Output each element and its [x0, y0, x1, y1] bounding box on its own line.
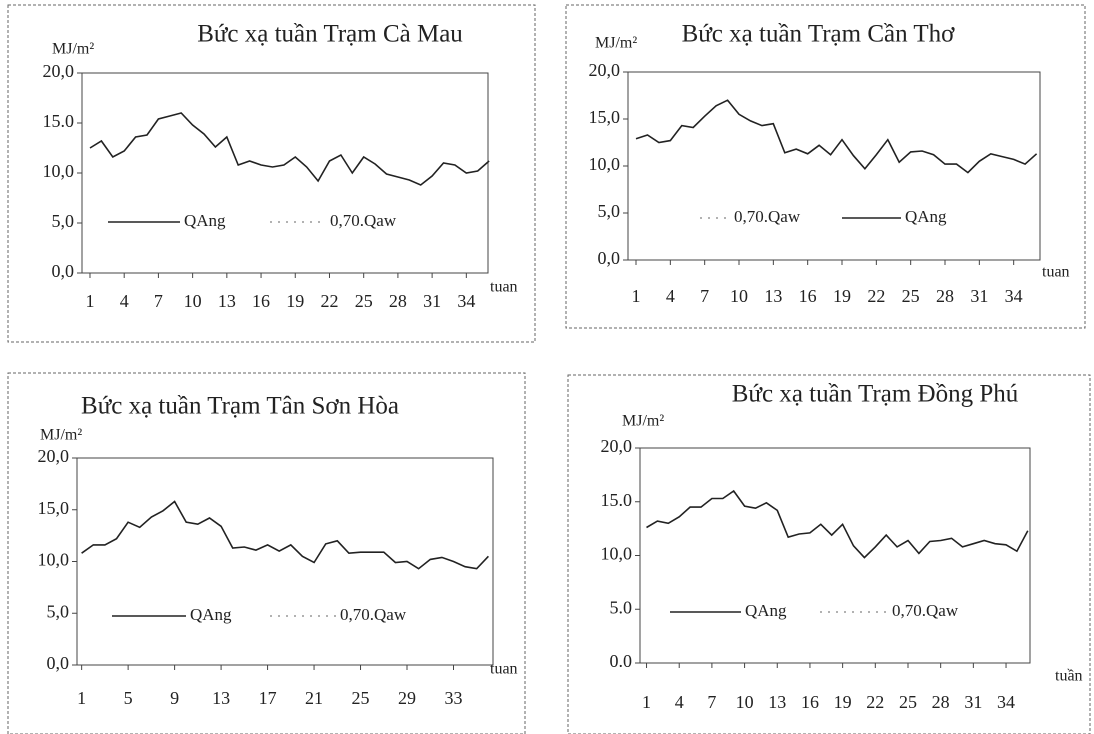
x-tick-label: 7 — [700, 286, 709, 306]
legend-label: QAng — [905, 207, 947, 226]
legend-label: QAng — [190, 605, 232, 624]
panel-frame — [7, 4, 536, 343]
x-axis-label: tuan — [1042, 264, 1070, 281]
x-tick-label: 4 — [120, 291, 129, 311]
x-tick-label: 28 — [936, 286, 954, 306]
x-tick-label: 34 — [997, 692, 1015, 712]
series-line — [81, 500, 489, 570]
y-tick-label: 5,0 — [598, 201, 621, 221]
legend-label: 0,70.Qaw — [330, 211, 397, 230]
y-tick-label: 5.0 — [610, 597, 633, 617]
x-tick-label: 34 — [1005, 286, 1023, 306]
x-tick-label: 5 — [124, 688, 133, 708]
series-line — [635, 99, 1038, 174]
y-tick-label: 5,0 — [47, 601, 70, 621]
y-tick-label: 0,0 — [52, 261, 75, 281]
x-axis-label: tuần — [1055, 668, 1083, 685]
y-tick-label: 20,0 — [601, 436, 633, 456]
x-tick-label: 13 — [768, 692, 786, 712]
panel-frame — [7, 372, 526, 734]
x-tick-label: 22 — [320, 291, 338, 311]
panel-frame — [567, 374, 1091, 734]
x-tick-label: 16 — [801, 692, 819, 712]
legend-label: QAng — [184, 211, 226, 230]
x-tick-label: 31 — [964, 692, 982, 712]
plot-frame — [81, 72, 489, 274]
x-tick-label: 1 — [632, 286, 641, 306]
x-tick-label: 4 — [675, 692, 684, 712]
series-line — [646, 489, 1029, 559]
x-tick-label: 21 — [305, 688, 323, 708]
x-tick-label: 16 — [799, 286, 817, 306]
chart-title: Bức xạ tuần Trạm Cà Mau — [197, 21, 463, 48]
x-axis-label: tuan — [490, 279, 518, 296]
x-tick-label: 10 — [736, 692, 754, 712]
legend-label: QAng — [745, 601, 787, 620]
x-tick-label: 7 — [154, 291, 163, 311]
x-tick-label: 13 — [218, 291, 236, 311]
x-tick-label: 1 — [85, 291, 94, 311]
x-tick-label: 16 — [252, 291, 270, 311]
y-tick-label: 15.0 — [601, 490, 633, 510]
y-tick-label: 10,0 — [589, 154, 621, 174]
x-tick-label: 28 — [932, 692, 950, 712]
y-tick-label: 20,0 — [38, 446, 70, 466]
x-tick-label: 1 — [77, 688, 86, 708]
y-axis-label: MJ/m² — [52, 41, 94, 58]
x-tick-label: 25 — [899, 692, 917, 712]
x-tick-label: 10 — [730, 286, 748, 306]
x-tick-label: 1 — [642, 692, 651, 712]
x-tick-label: 22 — [866, 692, 884, 712]
y-tick-label: 0,0 — [598, 248, 621, 268]
chart-title: Bức xạ tuần Trạm Tân Sơn Hòa — [81, 393, 399, 420]
x-tick-label: 34 — [457, 291, 475, 311]
x-tick-label: 13 — [764, 286, 782, 306]
legend-label: 0,70.Qaw — [892, 601, 959, 620]
y-tick-label: 0,0 — [47, 653, 70, 673]
x-tick-label: 25 — [902, 286, 920, 306]
y-tick-label: 15,0 — [38, 498, 70, 518]
series-line — [89, 112, 490, 186]
x-tick-label: 13 — [212, 688, 230, 708]
y-tick-label: 20,0 — [43, 61, 75, 81]
chart-title: Bức xạ tuần Trạm Đồng Phú — [732, 381, 1019, 408]
x-tick-label: 9 — [170, 688, 179, 708]
plot-frame — [639, 447, 1031, 664]
panel-frame — [565, 4, 1086, 329]
y-tick-label: 20,0 — [589, 60, 621, 80]
x-tick-label: 28 — [389, 291, 407, 311]
x-tick-label: 17 — [259, 688, 277, 708]
x-tick-label: 10 — [184, 291, 202, 311]
legend-label: 0,70.Qaw — [340, 605, 407, 624]
x-tick-label: 25 — [355, 291, 373, 311]
y-tick-label: 15.0 — [43, 111, 75, 131]
plot-frame — [76, 457, 494, 666]
x-tick-label: 4 — [666, 286, 675, 306]
y-tick-label: 5,0 — [52, 211, 75, 231]
y-axis-label: MJ/m² — [622, 413, 664, 430]
legend-label: 0,70.Qaw — [734, 207, 801, 226]
y-tick-label: 0.0 — [610, 651, 633, 671]
x-tick-label: 22 — [867, 286, 885, 306]
x-tick-label: 19 — [833, 286, 851, 306]
x-tick-label: 33 — [444, 688, 462, 708]
plot-frame — [627, 71, 1041, 261]
x-tick-label: 19 — [834, 692, 852, 712]
x-tick-label: 29 — [398, 688, 416, 708]
y-tick-label: 10,0 — [38, 550, 70, 570]
x-tick-label: 31 — [423, 291, 441, 311]
y-tick-label: 10,0 — [601, 544, 633, 564]
y-axis-label: MJ/m² — [40, 427, 82, 444]
x-tick-label: 7 — [707, 692, 716, 712]
x-axis-label: tuan — [490, 661, 518, 678]
x-tick-label: 31 — [970, 286, 988, 306]
y-tick-label: 10,0 — [43, 161, 75, 181]
y-tick-label: 15,0 — [589, 107, 621, 127]
x-tick-label: 25 — [352, 688, 370, 708]
x-tick-label: 19 — [286, 291, 304, 311]
chart-title: Bức xạ tuần Trạm Cần Thơ — [682, 21, 956, 48]
y-axis-label: MJ/m² — [595, 35, 637, 52]
